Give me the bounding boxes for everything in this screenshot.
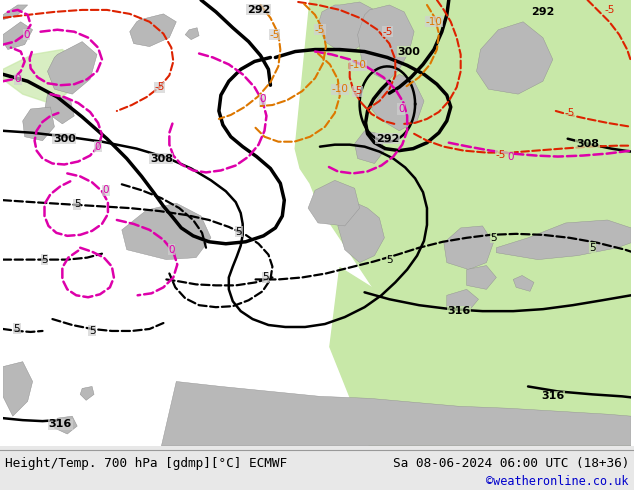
Polygon shape [447, 289, 479, 311]
Polygon shape [55, 416, 77, 434]
Text: -5: -5 [315, 24, 325, 35]
Polygon shape [122, 203, 211, 260]
Text: 316: 316 [541, 392, 564, 401]
Text: 0: 0 [507, 151, 514, 162]
Text: -10: -10 [425, 17, 443, 27]
Polygon shape [3, 5, 28, 20]
Text: 0: 0 [398, 104, 404, 114]
Polygon shape [308, 180, 359, 226]
Text: -5: -5 [495, 149, 505, 160]
Text: 300: 300 [398, 47, 420, 56]
Text: 292: 292 [531, 7, 555, 17]
Polygon shape [162, 382, 631, 446]
Text: -10: -10 [349, 60, 366, 71]
Polygon shape [80, 387, 94, 400]
Text: 292: 292 [247, 5, 270, 15]
Polygon shape [467, 266, 496, 289]
Text: 5: 5 [74, 199, 81, 209]
Polygon shape [354, 131, 384, 164]
Polygon shape [477, 22, 553, 94]
Text: -5: -5 [269, 30, 280, 40]
Text: 0: 0 [103, 185, 109, 195]
Text: ©weatheronline.co.uk: ©weatheronline.co.uk [486, 475, 629, 489]
Text: -5: -5 [353, 86, 363, 96]
Text: -5: -5 [604, 5, 614, 15]
Text: 5: 5 [386, 255, 392, 265]
Text: 292: 292 [376, 134, 399, 144]
Polygon shape [372, 74, 424, 131]
Polygon shape [318, 2, 379, 51]
Polygon shape [444, 226, 493, 270]
Text: Sa 08-06-2024 06:00 UTC (18+36): Sa 08-06-2024 06:00 UTC (18+36) [392, 458, 629, 470]
Text: -5: -5 [564, 108, 575, 118]
Polygon shape [330, 268, 631, 446]
Text: 0: 0 [23, 30, 30, 40]
Polygon shape [130, 14, 176, 47]
Text: 5: 5 [262, 272, 269, 282]
Polygon shape [358, 5, 414, 81]
Text: -10: -10 [332, 84, 348, 94]
Text: 308: 308 [576, 139, 599, 148]
Text: -5: -5 [382, 27, 392, 37]
Polygon shape [3, 49, 82, 104]
Polygon shape [185, 28, 199, 40]
Text: 5: 5 [13, 324, 20, 334]
Text: 5: 5 [89, 326, 95, 336]
Text: 300: 300 [53, 134, 75, 144]
Text: 5: 5 [589, 243, 596, 253]
Text: 0: 0 [94, 142, 101, 151]
Text: 5: 5 [41, 255, 48, 265]
Polygon shape [496, 220, 631, 260]
Text: 308: 308 [150, 153, 173, 164]
Text: 316: 316 [447, 306, 470, 316]
Text: 0: 0 [259, 94, 266, 104]
Polygon shape [338, 200, 384, 263]
Polygon shape [3, 22, 32, 49]
Text: 5: 5 [235, 227, 242, 237]
Polygon shape [44, 94, 74, 124]
Polygon shape [48, 42, 97, 94]
Text: 0: 0 [15, 74, 21, 84]
Text: 316: 316 [49, 419, 72, 429]
Text: 0: 0 [168, 245, 174, 255]
Polygon shape [3, 362, 32, 416]
Text: 5: 5 [490, 233, 496, 243]
Polygon shape [295, 0, 631, 446]
Polygon shape [23, 107, 55, 141]
Polygon shape [513, 275, 534, 292]
Text: Height/Temp. 700 hPa [gdmp][°C] ECMWF: Height/Temp. 700 hPa [gdmp][°C] ECMWF [5, 458, 287, 470]
Text: -5: -5 [154, 82, 165, 92]
